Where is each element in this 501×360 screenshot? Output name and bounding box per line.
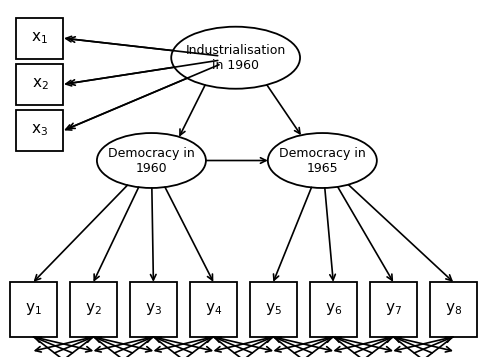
Bar [130,282,177,337]
Text: x$_2$: x$_2$ [32,76,49,92]
Text: y$_4$: y$_4$ [205,301,222,318]
Ellipse shape [171,27,300,89]
Text: y$_3$: y$_3$ [145,301,162,318]
Bar [310,282,357,337]
Text: Industrialisation
in 1960: Industrialisation in 1960 [185,44,286,72]
Text: y$_7$: y$_7$ [385,301,402,318]
Bar [70,282,117,337]
Text: Democracy in
1960: Democracy in 1960 [108,147,195,175]
Bar [17,110,64,151]
Bar [10,282,57,337]
Bar [17,64,64,105]
Bar [250,282,297,337]
Bar [429,282,476,337]
Text: y$_5$: y$_5$ [265,301,282,318]
Text: x$_1$: x$_1$ [32,30,49,46]
Bar [370,282,417,337]
Text: y$_2$: y$_2$ [85,301,102,318]
Text: y$_1$: y$_1$ [25,301,42,318]
Text: Democracy in
1965: Democracy in 1965 [279,147,366,175]
Ellipse shape [97,133,206,188]
Text: y$_8$: y$_8$ [444,301,462,318]
Bar [17,18,64,59]
Bar [190,282,237,337]
Text: x$_3$: x$_3$ [32,122,49,138]
Text: y$_6$: y$_6$ [325,301,342,318]
Ellipse shape [268,133,377,188]
